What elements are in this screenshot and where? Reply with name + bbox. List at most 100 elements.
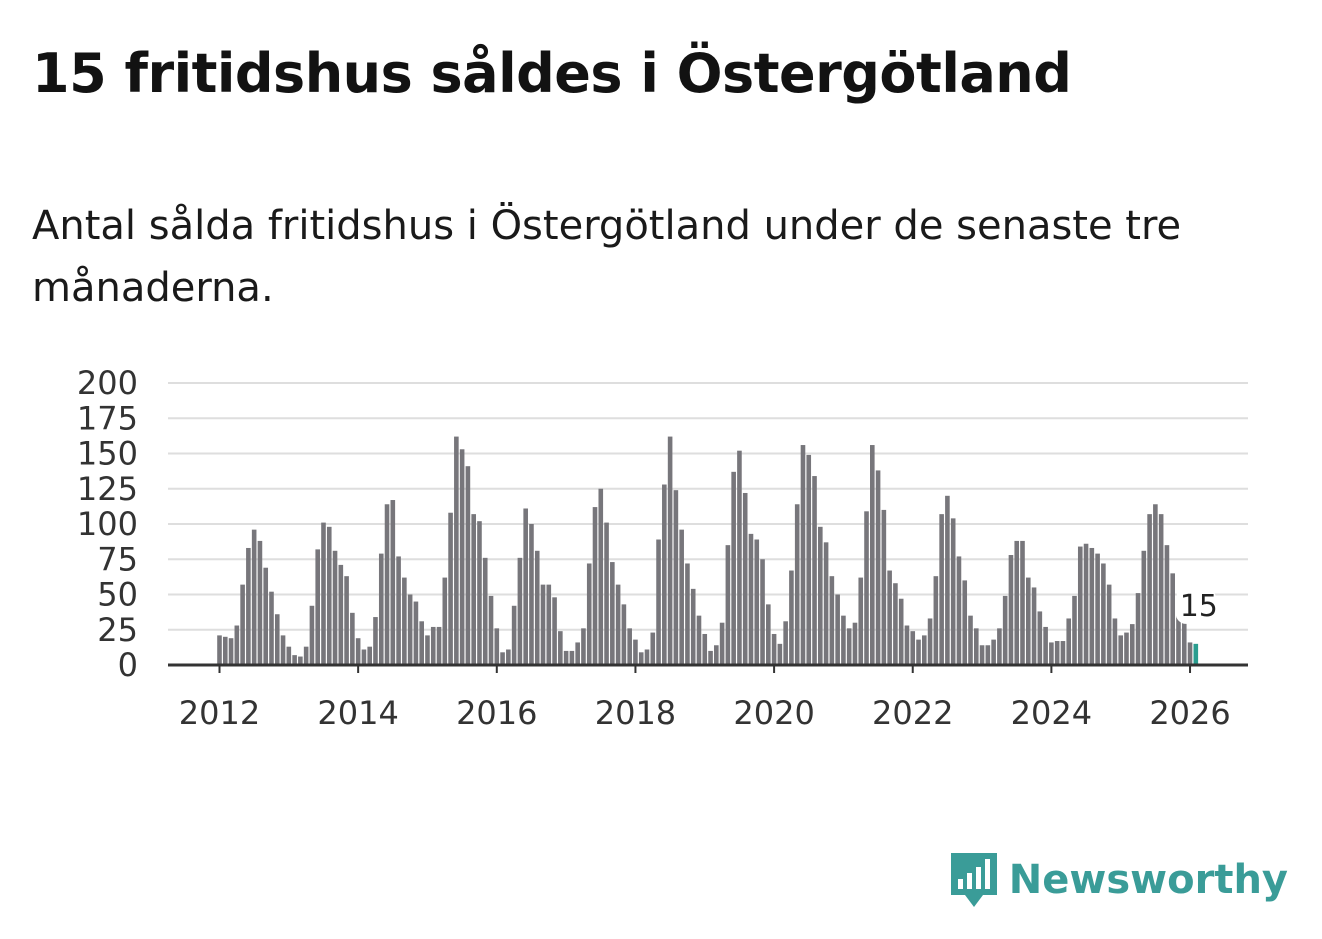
bar <box>240 584 245 665</box>
bar <box>274 614 280 665</box>
bar <box>789 570 794 665</box>
bar <box>610 562 615 665</box>
bar <box>338 564 344 665</box>
bar <box>731 471 736 665</box>
bar <box>228 638 234 665</box>
bar <box>251 529 257 665</box>
bar <box>488 595 494 665</box>
bar <box>1181 608 1187 665</box>
bar <box>1170 573 1175 665</box>
bar <box>1129 624 1135 665</box>
bar <box>887 570 892 665</box>
bar <box>1147 514 1152 665</box>
bar <box>835 594 840 665</box>
bar <box>465 466 471 665</box>
bar <box>690 588 696 665</box>
bar <box>402 577 407 665</box>
bar <box>494 628 500 665</box>
y-tick-label: 200 <box>77 364 138 402</box>
bar <box>280 635 286 665</box>
bar <box>500 652 505 665</box>
bar <box>436 626 442 665</box>
brand-name: Newsworthy <box>1008 857 1288 903</box>
bar <box>766 604 771 665</box>
bar <box>586 563 592 665</box>
bar <box>910 631 916 665</box>
bar <box>604 522 609 665</box>
bar <box>754 539 760 665</box>
bars <box>217 436 1199 665</box>
bar <box>898 598 904 665</box>
bar <box>407 594 413 665</box>
bar <box>552 597 557 665</box>
bar <box>823 542 829 665</box>
x-tick-label: 2012 <box>179 694 260 732</box>
bar <box>714 645 719 665</box>
bar <box>633 639 638 665</box>
bar <box>621 604 627 665</box>
bar <box>656 539 661 665</box>
bar <box>800 445 806 665</box>
bar <box>217 635 222 665</box>
y-tick-label: 175 <box>77 399 138 437</box>
bar <box>581 628 586 665</box>
bar <box>956 556 962 665</box>
bar <box>742 492 748 665</box>
bar <box>644 649 650 665</box>
bar <box>1118 635 1124 665</box>
bar <box>309 605 315 665</box>
bar <box>985 645 991 665</box>
x-tick-label: 2014 <box>317 694 398 732</box>
bar <box>991 639 996 665</box>
bar <box>321 522 326 665</box>
bar <box>685 563 690 665</box>
last-value-annotation: 15 <box>1175 587 1218 624</box>
bar <box>1176 594 1181 665</box>
bar <box>1106 584 1112 665</box>
bar <box>1083 543 1089 665</box>
annotation-bubble <box>1175 587 1216 624</box>
bar <box>1072 595 1077 665</box>
bar <box>939 514 944 665</box>
bar <box>263 567 269 665</box>
bar <box>1158 514 1164 665</box>
bar <box>419 621 424 665</box>
bar <box>673 490 679 665</box>
y-tick-label: 50 <box>97 576 138 614</box>
bar <box>1101 563 1106 665</box>
bar <box>818 526 823 665</box>
bar <box>921 635 927 665</box>
bar <box>1112 618 1118 665</box>
y-tick-label: 25 <box>97 611 138 649</box>
bar <box>1060 641 1066 665</box>
bar <box>303 646 309 665</box>
chart-title: 15 fritidshus såldes i Östergötland <box>32 42 1072 105</box>
bar <box>829 576 835 665</box>
x-tick-label: 2018 <box>595 694 676 732</box>
newsworthy-logo-icon <box>950 853 997 907</box>
bar <box>893 583 898 665</box>
bar <box>517 557 523 665</box>
bar <box>904 625 910 665</box>
bar <box>771 633 777 665</box>
bar <box>598 488 604 665</box>
bar <box>806 454 812 665</box>
bar <box>286 646 292 665</box>
bar <box>361 649 367 665</box>
bar <box>563 650 569 665</box>
y-tick-label: 150 <box>77 435 138 473</box>
bar <box>396 556 401 665</box>
bar <box>708 650 713 665</box>
bar <box>326 526 332 665</box>
bar <box>592 507 598 665</box>
bar <box>1066 618 1072 665</box>
bar <box>442 577 448 665</box>
bar <box>540 584 546 665</box>
bar <box>667 436 673 665</box>
bar <box>794 504 800 665</box>
chart-subtitle: Antal sålda fritidshus i Östergötland un… <box>32 203 1182 311</box>
bar <box>1187 642 1193 665</box>
bar <box>477 521 482 665</box>
